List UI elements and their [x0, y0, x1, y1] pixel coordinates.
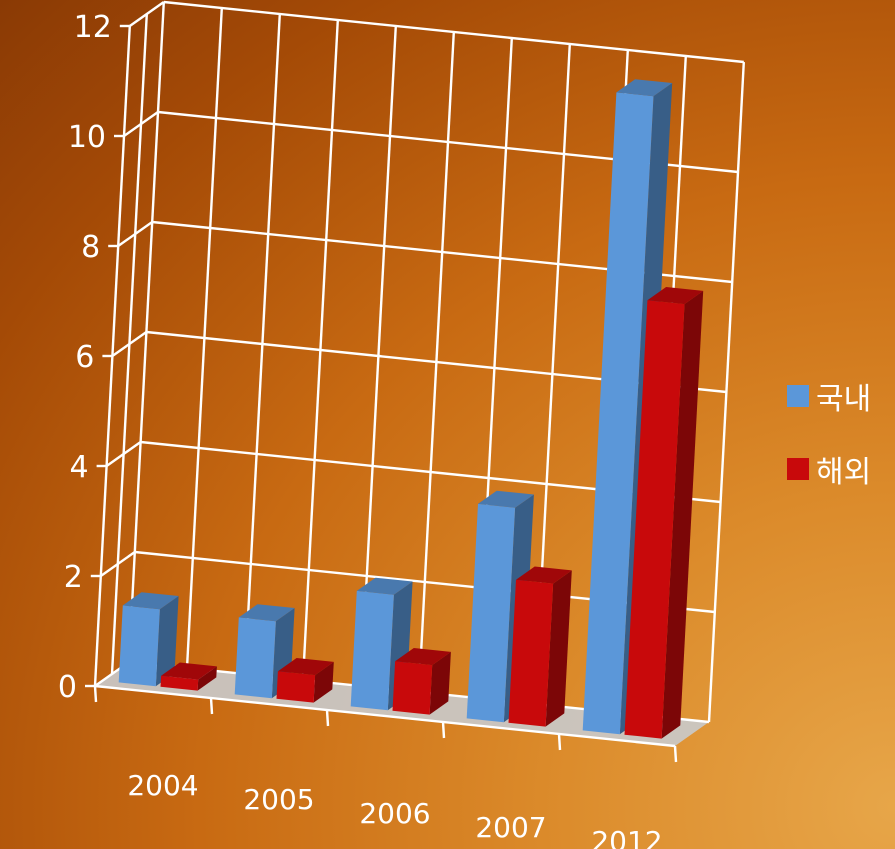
legend-label: 해외	[816, 455, 871, 490]
x-tick-label: 2006	[359, 797, 430, 830]
x-tick-label: 2005	[243, 783, 314, 816]
gridline-vertical	[245, 14, 280, 674]
x-tick-mark	[675, 746, 676, 762]
x-tick-label: 2012	[591, 825, 662, 849]
x-tick-mark	[211, 698, 212, 714]
x-tick-mark	[443, 722, 444, 738]
y-tick-label: 12	[74, 10, 112, 45]
gridline-vertical	[419, 32, 454, 692]
bar-2006-overseas	[393, 648, 451, 715]
x-tick-mark	[327, 710, 328, 726]
gridline-vertical	[709, 62, 744, 722]
gridline-side-vertical	[112, 14, 147, 674]
y-tick-label: 0	[58, 670, 77, 705]
chart-bars	[119, 79, 704, 738]
gridline-vertical	[187, 8, 222, 668]
y-tick-label: 6	[75, 340, 94, 375]
legend-swatch	[787, 385, 809, 407]
y-tick-label: 10	[68, 120, 106, 155]
legend-label: 국내	[816, 382, 871, 417]
y-tick-label: 8	[81, 230, 100, 265]
gridline-vertical	[129, 2, 164, 662]
x-tick-label: 2004	[127, 769, 198, 802]
x-tick-mark	[559, 734, 560, 750]
y-tick-label: 4	[70, 450, 89, 485]
y-tick-label: 2	[64, 560, 83, 595]
gridline-vertical	[303, 20, 338, 680]
bar-2007-overseas	[509, 567, 572, 727]
legend-swatch	[787, 458, 809, 480]
x-tick-mark	[95, 686, 96, 702]
x-tick-label: 2007	[475, 811, 546, 844]
